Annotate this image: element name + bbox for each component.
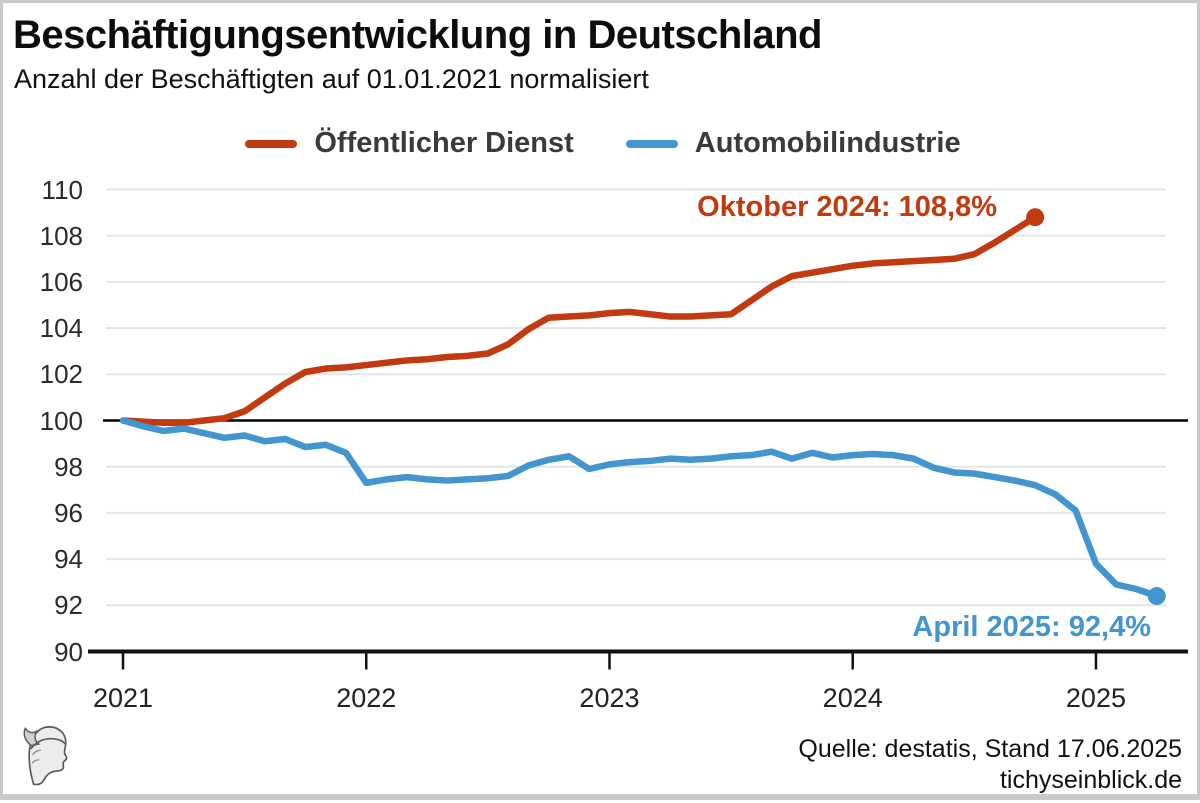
chart-plot-area [88,188,1188,670]
x-tick-label: 2023 [579,683,640,713]
y-tick-label: 90 [54,636,83,667]
y-tick-label: 108 [39,220,83,251]
legend-swatch-red [245,139,298,148]
legend-label-automobilindustrie: Automobilindustrie [694,127,961,159]
logo-hair-line [31,749,41,764]
page-title: Beschäftigungsentwicklung in Deutschland [13,13,822,57]
y-tick-label: 96 [54,497,83,528]
legend: Öffentlicher Dienst Automobilindustrie [3,127,1200,160]
series-line-automobilindustrie [119,417,1161,600]
legend-label-oeffentlicher-dienst: Öffentlicher Dienst [314,127,574,159]
series-line-oeffentlicher-dienst [119,213,1039,427]
x-tick-label: 2022 [336,683,397,713]
y-tick-label: 110 [41,174,83,205]
series-endpoint-dot [1147,587,1166,606]
page-subtitle: Anzahl der Beschäftigten auf 01.01.2021 … [14,64,649,94]
source-attribution: Quelle: destatis, Stand 17.06.2025 tichy… [798,734,1182,796]
logo-helmet-brim [30,737,67,750]
legend-swatch-blue [625,139,678,148]
y-tick-label: 106 [39,266,83,297]
logo-helmet-wing [23,727,41,747]
y-tick-label: 102 [39,359,83,390]
y-tick-label: 92 [54,590,83,621]
tichys-einblick-logo [23,726,68,786]
annotation-april-2025: April 2025: 92,4% [912,611,1151,643]
series-endpoint-dot [1026,208,1045,227]
annotation-oktober-2024: Oktober 2024: 108,8% [697,191,997,223]
x-tick-label: 2024 [822,683,883,713]
source-line: Quelle: destatis, Stand 17.06.2025 [798,735,1182,763]
y-tick-label: 94 [54,544,83,575]
site-url: tichyseinblick.de [999,766,1182,794]
legend-item-automobilindustrie: Automobilindustrie [625,127,961,160]
legend-item-oeffentlicher-dienst: Öffentlicher Dienst [245,127,574,160]
x-tick-label: 2021 [92,683,154,713]
y-tick-label: 100 [39,405,83,436]
x-tick-label: 2025 [1065,683,1126,713]
y-tick-label: 104 [39,313,83,344]
y-tick-label: 98 [54,451,83,482]
